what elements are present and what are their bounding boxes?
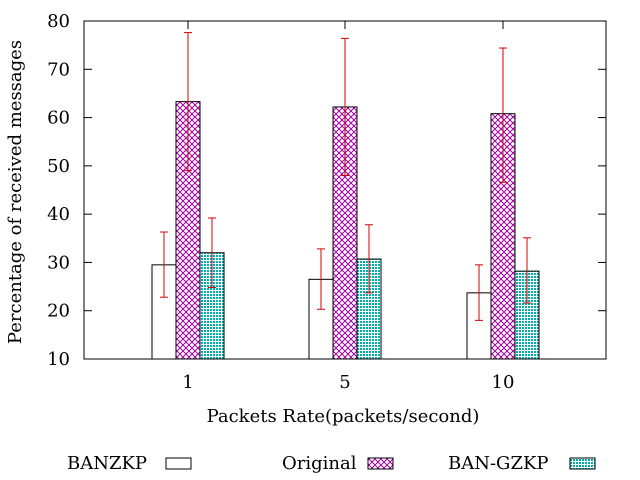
y-tick-label: 30 xyxy=(47,252,70,273)
y-tick-label: 80 xyxy=(47,11,70,32)
x-tick-label: 10 xyxy=(492,372,515,393)
legend-swatch xyxy=(569,457,596,470)
y-tick-label: 40 xyxy=(47,204,70,225)
x-tick-label: 1 xyxy=(182,372,193,393)
x-tick-label: 5 xyxy=(339,372,350,393)
y-tick-label: 70 xyxy=(47,59,70,80)
y-tick-label: 20 xyxy=(47,301,70,322)
y-tick-label: 60 xyxy=(47,108,70,129)
legend-swatch xyxy=(367,457,394,470)
legend-label: Original xyxy=(282,453,357,474)
y-tick-label: 10 xyxy=(47,349,70,370)
legend-label: BAN-GZKP xyxy=(448,453,549,474)
legend-label: BANZKP xyxy=(67,453,147,474)
legend-swatch xyxy=(165,457,192,470)
x-axis-label: Packets Rate(packets/second) xyxy=(207,406,480,427)
y-tick-label: 50 xyxy=(47,156,70,177)
y-axis-label: Percentage of received messages xyxy=(5,40,26,344)
legend: BANZKP Original BAN-GZKP xyxy=(67,453,596,474)
plot-area: 10 20 30 40 50 60 70 80 1 5 10 xyxy=(47,11,607,393)
